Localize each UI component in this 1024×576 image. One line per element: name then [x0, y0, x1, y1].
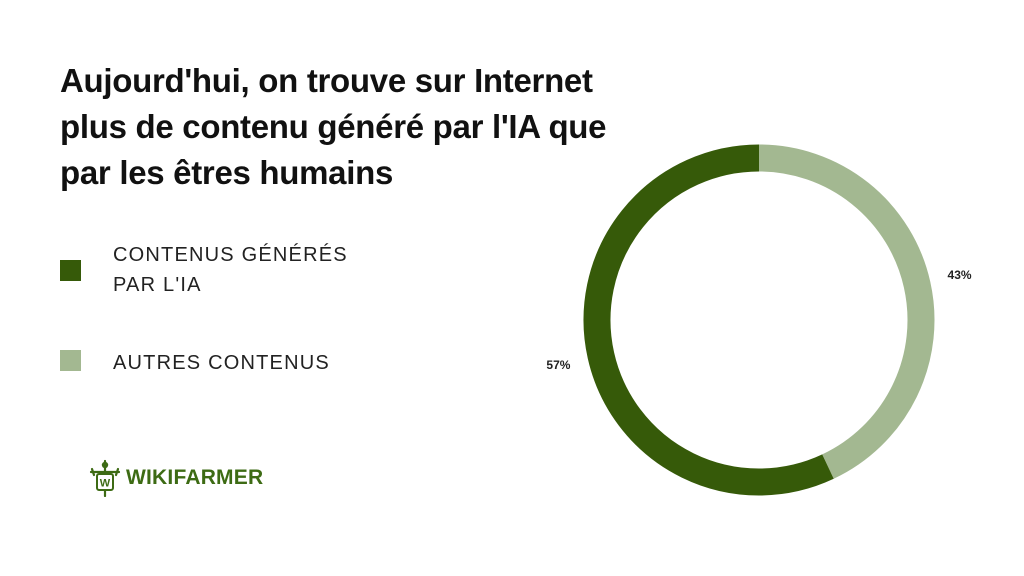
chart-title: Aujourd'hui, on trouve sur Internet plus… — [60, 62, 607, 191]
logo-mark-letter: W — [100, 478, 111, 490]
data-label-ai: 57% — [546, 358, 570, 372]
chart-legend: CONTENUS GÉNÉRÉS PAR L'IA AUTRES CONTENU… — [60, 240, 400, 374]
data-label-other: 43% — [948, 268, 972, 282]
logo-text: WIKIFARMER — [126, 466, 264, 489]
donut-slice-ai — [583, 144, 834, 496]
legend-swatch-other — [60, 350, 81, 371]
donut-slice-other — [758, 144, 935, 479]
legend-label-ai: CONTENUS GÉNÉRÉS PAR L'IA — [113, 244, 348, 296]
legend-swatch-ai — [60, 260, 81, 281]
wikifarmer-logo: W WIKIFARMER — [88, 458, 263, 498]
legend-label-other: AUTRES CONTENUS — [113, 352, 330, 374]
scarecrow-w-icon: W — [89, 459, 121, 497]
legend-item-ai: CONTENUS GÉNÉRÉS PAR L'IA — [60, 240, 400, 300]
